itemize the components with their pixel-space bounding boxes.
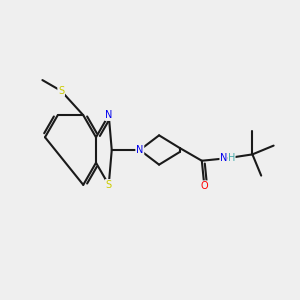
Text: N: N — [136, 145, 143, 155]
Text: S: S — [106, 180, 112, 190]
Text: N: N — [105, 110, 112, 120]
Text: S: S — [58, 86, 64, 96]
Text: H: H — [228, 153, 235, 163]
Text: N: N — [220, 153, 227, 163]
Text: O: O — [201, 181, 208, 191]
